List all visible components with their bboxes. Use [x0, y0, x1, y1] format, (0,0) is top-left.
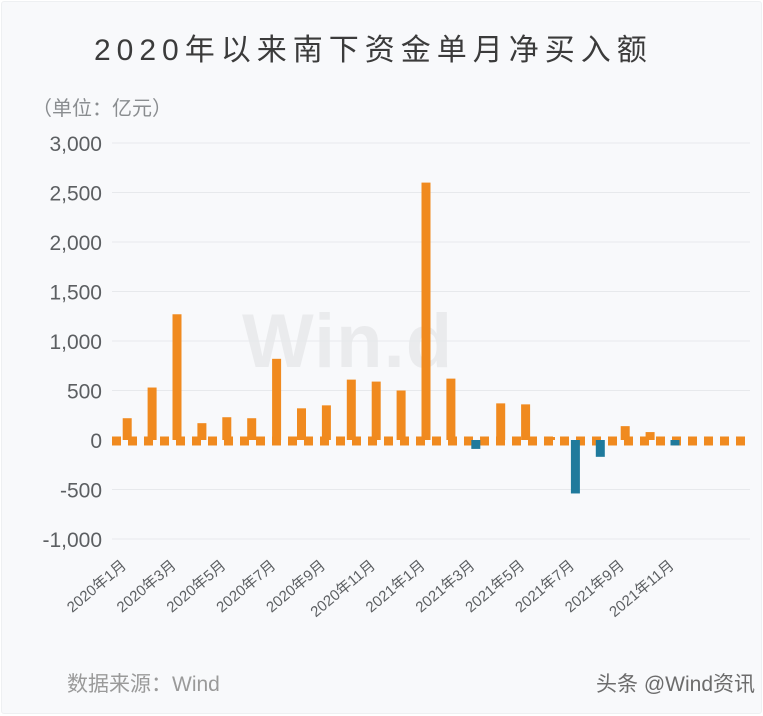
svg-text:1,500: 1,500 [49, 282, 102, 305]
svg-text:0: 0 [90, 430, 102, 453]
svg-text:1,000: 1,000 [49, 331, 102, 354]
svg-text:2,000: 2,000 [49, 232, 102, 255]
svg-text:-1,000: -1,000 [42, 529, 102, 552]
svg-text:-500: -500 [60, 480, 102, 503]
svg-text:3,000: 3,000 [49, 133, 102, 156]
svg-text:2,500: 2,500 [49, 183, 102, 206]
svg-text:500: 500 [67, 381, 102, 404]
